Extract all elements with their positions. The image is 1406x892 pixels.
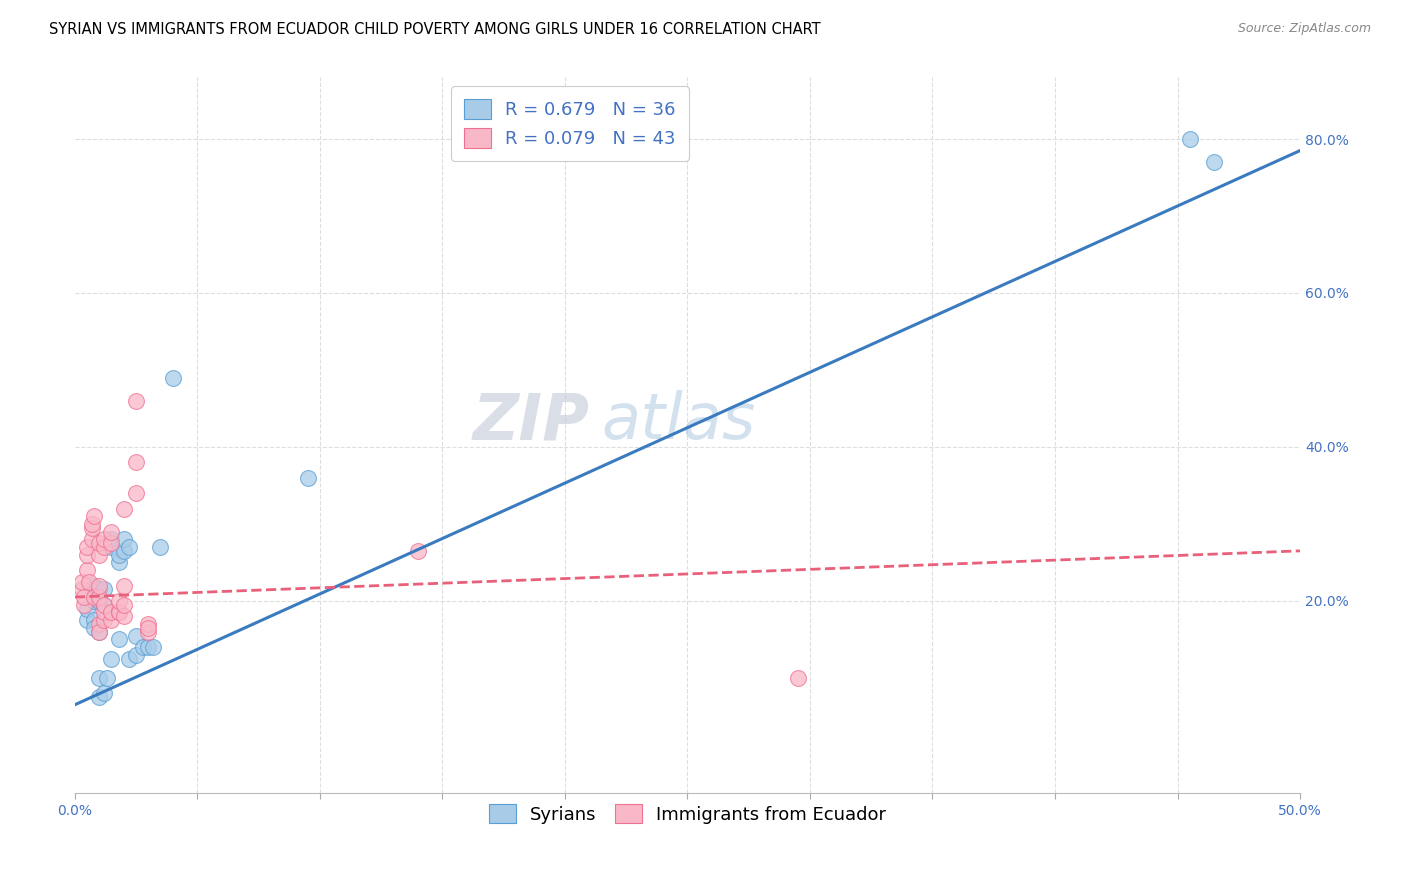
Legend: Syrians, Immigrants from Ecuador: Syrians, Immigrants from Ecuador [478,793,897,834]
Point [89,548,111,562]
Point [93,598,115,612]
Point [93,598,115,612]
Point [89,590,111,604]
Point [100,540,122,554]
Point [112,501,135,516]
Point [1178,132,1201,146]
Point [136,624,159,639]
Point [83,621,105,635]
Point [125,486,148,500]
Point [100,606,122,620]
Point [80,516,103,531]
Point [406,544,429,558]
Point [80,582,103,597]
Point [76,613,98,627]
Point [93,582,115,597]
Point [297,471,319,485]
Point [73,598,96,612]
Point [89,624,111,639]
Point [76,548,98,562]
Point [136,640,159,654]
Point [107,606,129,620]
Point [80,521,103,535]
Point [93,613,115,627]
Point [136,617,159,632]
Point [112,598,135,612]
Point [93,540,115,554]
Point [100,651,122,665]
Point [107,548,129,562]
Point [125,455,148,469]
Point [112,533,135,547]
Point [125,628,148,642]
Point [89,671,111,685]
Point [83,509,105,524]
Point [96,671,118,685]
Point [83,594,105,608]
Point [117,651,139,665]
Point [79,574,101,589]
Point [89,690,111,705]
Point [1204,155,1226,169]
Point [83,590,105,604]
Point [100,533,122,547]
Point [100,613,122,627]
Point [70,574,93,589]
Point [112,544,135,558]
Point [76,563,98,577]
Point [83,613,105,627]
Point [80,533,103,547]
Point [89,536,111,550]
Point [117,540,139,554]
Point [125,393,148,408]
Point [100,524,122,539]
Point [89,617,111,632]
Text: SYRIAN VS IMMIGRANTS FROM ECUADOR CHILD POVERTY AMONG GIRLS UNDER 16 CORRELATION: SYRIAN VS IMMIGRANTS FROM ECUADOR CHILD … [49,22,821,37]
Point [112,609,135,624]
Point [107,556,129,570]
Point [76,540,98,554]
Point [70,582,93,597]
Point [83,578,105,592]
Point [89,578,111,592]
Point [93,686,115,700]
Point [136,621,159,635]
Point [107,606,129,620]
Point [162,370,184,384]
Point [786,671,808,685]
Point [132,640,155,654]
Point [76,601,98,615]
Text: atlas: atlas [602,390,756,452]
Point [107,632,129,647]
Point [107,594,129,608]
Point [89,624,111,639]
Point [93,606,115,620]
Point [89,582,111,597]
Point [125,648,148,662]
Point [149,540,172,554]
Point [89,594,111,608]
Text: ZIP: ZIP [472,390,589,452]
Point [100,536,122,550]
Point [112,578,135,592]
Point [142,640,165,654]
Point [93,533,115,547]
Point [73,590,96,604]
Text: Source: ZipAtlas.com: Source: ZipAtlas.com [1237,22,1371,36]
